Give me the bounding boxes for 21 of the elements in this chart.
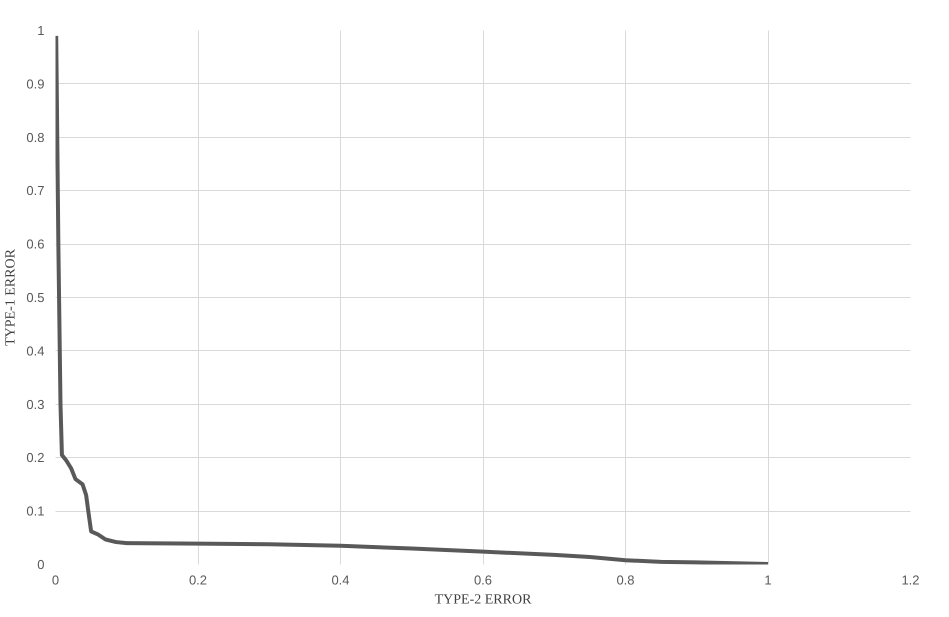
x-tick-label: 0.2: [188, 572, 208, 588]
x-tick-label: 1.2: [901, 572, 920, 588]
x-tick-label: 0.4: [331, 572, 350, 588]
y-tick-label: 0.2: [26, 450, 45, 466]
y-tick-label: 0.1: [26, 504, 45, 519]
line-series: [56, 34, 770, 564]
x-tick-label: 0: [52, 572, 60, 588]
y-axis-title: TYPE-1 ERROR: [3, 248, 18, 346]
x-axis-title: TYPE-2 ERROR: [434, 592, 532, 608]
x-tick-label: 0.8: [616, 572, 635, 588]
y-tick-label: 0.9: [26, 76, 45, 92]
y-tick-label: 0.4: [26, 343, 45, 358]
y-tick-label: 1: [37, 23, 45, 38]
y-tick-label: 0.3: [26, 396, 45, 412]
y-tick-label: 0.5: [26, 290, 45, 305]
y-tick-label: 0.7: [26, 183, 45, 198]
y-tick-label: 0.8: [26, 130, 45, 145]
y-tick-label: 0: [37, 557, 45, 572]
y-tick-label: 0.6: [26, 236, 45, 252]
x-tick-label: 0.6: [474, 572, 492, 588]
x-tick-label: 1: [764, 572, 772, 588]
